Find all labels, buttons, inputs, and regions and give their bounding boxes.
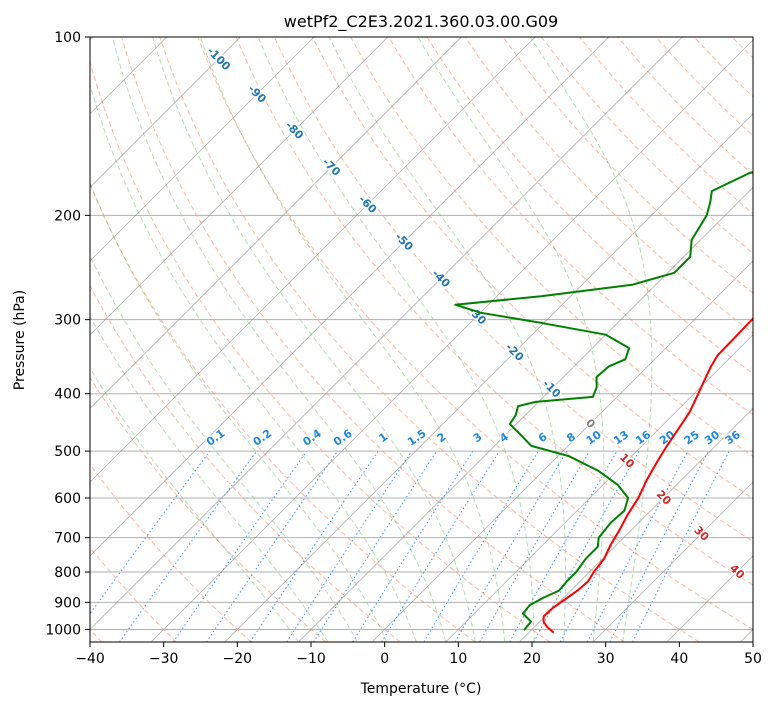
isotherm-line xyxy=(445,334,753,642)
dry-adiabat-line xyxy=(90,463,252,642)
isotherm-line xyxy=(519,407,753,642)
dewpoint-profile-line xyxy=(454,170,753,631)
mixing-ratio-line xyxy=(632,450,730,642)
chart-title: wetPf2_C2E3.2021.360.03.00.G09 xyxy=(284,12,558,32)
y-tick-label: 700 xyxy=(54,531,81,547)
y-tick-label: 300 xyxy=(54,313,81,329)
isotherm-line xyxy=(90,37,389,336)
plot-frame xyxy=(89,36,754,643)
dry-adiabat-line xyxy=(235,37,753,586)
isotherm-line xyxy=(90,37,683,631)
x-axis-ticks: −40 −30 −20 −10 0 10 20 30 40 50 xyxy=(75,642,762,667)
x-tick-label: 10 xyxy=(449,651,467,667)
moist-adiabat-line xyxy=(152,37,476,642)
y-tick-label: 500 xyxy=(54,444,81,460)
x-tick-label: −20 xyxy=(223,651,253,667)
y-tick-label: 100 xyxy=(54,30,81,46)
moist-adiabat-line xyxy=(90,82,417,642)
mixing-ratio-line xyxy=(205,450,338,642)
mixing-ratio-line xyxy=(381,450,500,642)
y-axis-ticks: 100 200 300 400 500 600 700 800 900 1000 xyxy=(45,30,90,638)
dry-adiabat-line xyxy=(90,182,476,642)
y-tick-label: 900 xyxy=(54,595,81,611)
isobar-gridlines xyxy=(90,37,753,630)
y-tick-label: 1000 xyxy=(45,622,81,638)
mixing-ratio-line xyxy=(533,450,640,642)
dry-adiabat-line xyxy=(159,37,700,642)
moist-adiabat-line xyxy=(90,315,329,642)
isotherm-line xyxy=(90,37,462,410)
mixing-ratio-line xyxy=(313,450,438,642)
moist-adiabat-line xyxy=(417,37,605,642)
dry-adiabat-line xyxy=(197,37,753,630)
dry-adiabats xyxy=(90,37,753,642)
x-tick-label: −10 xyxy=(296,651,326,667)
dry-adiabat-line xyxy=(502,37,753,294)
y-tick-label: 600 xyxy=(54,491,81,507)
y-tick-label: 800 xyxy=(54,565,81,581)
dry-adiabat-line xyxy=(426,37,753,375)
mixing-ratio-line xyxy=(509,450,618,642)
x-tick-label: 40 xyxy=(670,651,688,667)
x-tick-label: −40 xyxy=(75,651,105,667)
x-tick-label: 20 xyxy=(523,651,541,667)
moist-adiabat-line xyxy=(199,37,506,642)
mixing-ratio-line xyxy=(90,450,211,615)
isotherm-line xyxy=(224,113,753,642)
dry-adiabat-line xyxy=(90,376,327,642)
mixing-ratio-line xyxy=(119,450,258,642)
isotherm-line xyxy=(592,481,753,642)
isotherm-line xyxy=(298,186,753,642)
mixing-ratio-line xyxy=(352,450,474,642)
mixing-ratio-lines xyxy=(90,450,730,642)
dry-adiabat-line xyxy=(311,37,753,500)
mixing-ratio-line xyxy=(286,450,413,642)
mixing-ratio-line xyxy=(172,450,308,642)
x-axis-title: Temperature (°C) xyxy=(360,681,482,697)
isotherm-line xyxy=(150,39,753,642)
moist-adiabat-line xyxy=(112,37,447,642)
isotherm-line xyxy=(90,37,610,557)
x-tick-label: 50 xyxy=(744,651,762,667)
mixing-ratio-line xyxy=(249,450,379,642)
moist-adiabat-line xyxy=(90,181,388,642)
profile-series xyxy=(454,170,753,633)
isotherm-line xyxy=(90,37,241,189)
x-tick-label: −30 xyxy=(149,651,179,667)
isotherm-line xyxy=(90,37,315,262)
dry-adiabat-line xyxy=(90,60,551,642)
moist-adiabat-line xyxy=(90,254,358,642)
mixing-ratio-line xyxy=(559,450,664,642)
dry-adiabat-line xyxy=(90,546,177,642)
isotherm-gridlines xyxy=(90,37,753,642)
y-axis-title: Pressure (hPa) xyxy=(12,290,28,390)
y-tick-label: 400 xyxy=(54,387,81,403)
isotherm-line xyxy=(90,37,536,483)
y-tick-label: 200 xyxy=(54,208,81,224)
x-tick-label: 30 xyxy=(597,651,615,667)
dry-adiabat-line xyxy=(388,37,753,416)
temperature-profile-line xyxy=(542,316,753,633)
x-tick-label: 0 xyxy=(380,651,389,667)
isotherm-line xyxy=(371,260,753,642)
